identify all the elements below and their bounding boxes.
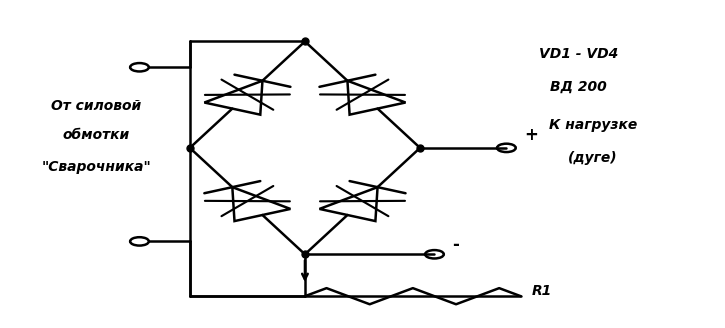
Text: ВД 200: ВД 200	[550, 80, 607, 93]
Text: обмотки: обмотки	[62, 128, 130, 142]
Text: R1: R1	[531, 284, 552, 298]
Text: VD1 - VD4: VD1 - VD4	[539, 47, 618, 61]
Text: -: -	[452, 236, 460, 254]
Text: +: +	[524, 126, 538, 144]
Text: К нагрузке: К нагрузке	[549, 118, 637, 132]
Text: От силовой: От силовой	[51, 99, 141, 113]
Text: "Сварочника": "Сварочника"	[41, 160, 152, 174]
Text: (дуге): (дуге)	[568, 151, 618, 165]
